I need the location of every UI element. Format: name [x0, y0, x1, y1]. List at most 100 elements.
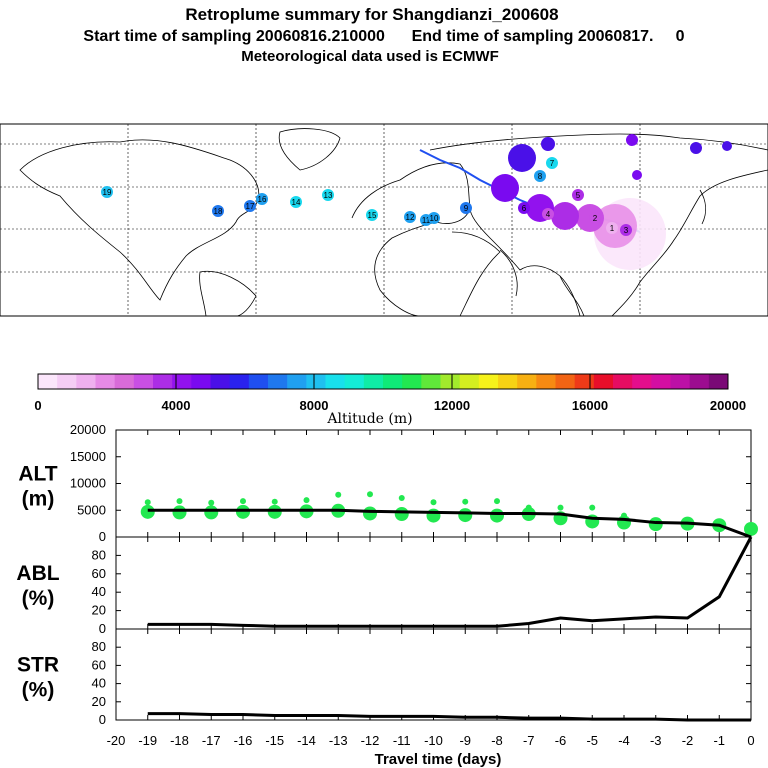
map-marker-label: 19 — [103, 188, 112, 197]
altitude-dot-upper — [271, 498, 278, 505]
panel-label: ALT — [18, 463, 57, 486]
plume-circle — [491, 174, 519, 202]
x-tick-label: -9 — [459, 733, 471, 748]
x-tick-label: -3 — [650, 733, 662, 748]
altitude-dot — [394, 506, 409, 521]
coast-japan — [699, 189, 706, 225]
colorbar-swatch — [517, 374, 537, 389]
map-marker-label: 7 — [550, 159, 555, 168]
altitude-dot — [648, 517, 663, 532]
colorbar-tick-label: 20000 — [710, 398, 746, 413]
coast-greenland — [278, 128, 341, 171]
map-marker-circle — [212, 205, 224, 217]
panel-str: 0 20 40 60 80 STR(%) — [17, 628, 752, 727]
altitude-dot-upper — [240, 498, 246, 505]
map-marker-circle — [428, 212, 440, 224]
panel-abl: 0 20 40 60 80 ABL(%) — [16, 536, 753, 636]
colorbar-swatch — [76, 374, 96, 389]
colorbar-swatch — [593, 374, 614, 389]
map-marker-circle — [534, 170, 546, 182]
altitude-dot — [267, 504, 282, 519]
y-tick-label: 80 — [92, 547, 106, 562]
altitude-dot-upper — [144, 499, 151, 506]
x-tick-label: -2 — [682, 733, 694, 748]
panel-unit: (%) — [22, 587, 55, 610]
altitude-dot-upper — [557, 504, 564, 511]
map-marker-label: 9 — [464, 204, 469, 213]
altitude-dot — [744, 521, 758, 536]
map-marker-label: 1 — [610, 224, 615, 233]
colorbar-swatch — [38, 374, 58, 389]
coast-south-america — [199, 270, 257, 317]
colorbar-swatch — [498, 374, 518, 389]
colorbar-swatch — [133, 374, 154, 389]
x-tick-label: -20 — [107, 733, 126, 748]
x-tick-label: -6 — [555, 733, 567, 748]
colorbar-swatch — [670, 374, 691, 389]
x-tick-label: -7 — [523, 733, 535, 748]
panel-unit: (%) — [22, 679, 55, 702]
colorbar-swatch — [440, 374, 461, 389]
altitude-dot-upper — [176, 498, 183, 505]
plume-circle — [626, 134, 638, 146]
altitude-dot-upper — [494, 498, 500, 505]
altitude-dot — [458, 508, 473, 523]
map-marker-circle — [572, 189, 584, 201]
colorbar-tick-label: 16000 — [572, 398, 608, 413]
x-tick-label: -19 — [138, 733, 157, 748]
plume-circle — [508, 144, 536, 172]
plume-circle — [541, 137, 555, 151]
y-tick-label: 40 — [92, 676, 106, 691]
x-tick-label: -16 — [234, 733, 253, 748]
map-marker-circle — [546, 157, 558, 169]
x-tick-label: -8 — [491, 733, 503, 748]
altitude-dot-upper — [367, 491, 373, 498]
altitude-dot — [140, 504, 155, 519]
met-data-line: Meteorological data used is ECMWF — [241, 48, 499, 65]
x-tick-label: -17 — [202, 733, 221, 748]
map-marker-label: 8 — [538, 172, 543, 181]
y-tick-label: 60 — [92, 566, 106, 581]
map-marker-circle — [366, 209, 378, 221]
map-marker-label: 17 — [246, 202, 255, 211]
panel-label: ABL — [16, 562, 59, 585]
x-tick-label: -4 — [618, 733, 630, 748]
colorbar-swatch — [689, 374, 710, 389]
y-tick-label: 0 — [99, 712, 106, 727]
colorbar-swatch — [57, 374, 77, 389]
colorbar-swatch — [229, 374, 250, 389]
altitude-dot-upper — [462, 498, 469, 505]
x-tick-label: -11 — [393, 733, 411, 748]
map-marker-circle — [101, 186, 113, 198]
colorbar-tick-label: 4000 — [162, 398, 191, 413]
altitude-dot — [426, 508, 441, 523]
map-marker-circle — [256, 193, 268, 205]
x-tick-label: -1 — [713, 733, 725, 748]
map-marker-circle — [542, 208, 554, 220]
map-marker-label: 13 — [324, 191, 333, 200]
x-tick-label: -5 — [586, 733, 598, 748]
x-tick-label: -12 — [361, 733, 380, 748]
panel-alt: 0 5000 10000 15000 20000 ALT(m) — [18, 422, 758, 544]
colorbar-swatch — [114, 374, 135, 389]
x-tick-label: -15 — [265, 733, 284, 748]
colorbar-swatch — [555, 374, 576, 389]
panel-label: STR — [17, 654, 59, 677]
y-tick-label: 60 — [92, 657, 106, 672]
map-marker-label: 18 — [214, 207, 223, 216]
y-tick-label: 5000 — [77, 502, 106, 517]
map-marker-circle — [290, 196, 302, 208]
altitude-colorbar: 0 4000 8000 12000 16000 20000 — [34, 373, 746, 413]
map-marker-circle — [322, 189, 334, 201]
y-tick-label: 20 — [92, 694, 106, 709]
y-tick-label: 20000 — [70, 422, 106, 437]
y-tick-label: 0 — [99, 529, 106, 544]
altitude-dot — [172, 505, 187, 520]
colorbar-swatch — [287, 374, 307, 389]
colorbar-tick-label: 0 — [34, 398, 41, 413]
colorbar-swatch — [383, 374, 403, 389]
colorbar-swatch — [708, 374, 729, 389]
colorbar-tick-label: 8000 — [300, 398, 329, 413]
